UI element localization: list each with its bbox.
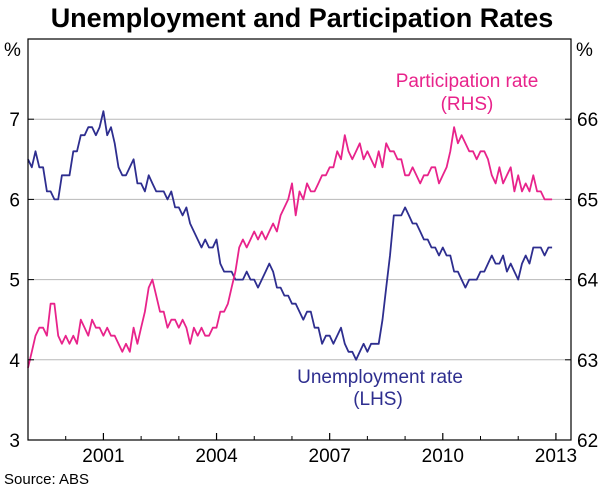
x-tick-label: 2004 [195,446,238,467]
right-axis-unit: % [576,40,593,61]
x-tick-label: 2013 [535,446,577,467]
x-tick-label: 2010 [422,446,464,467]
x-tick-label: 2001 [82,446,124,467]
plot-frame [27,38,572,441]
right-tick-label: 63 [577,351,598,372]
axis-ticks: 3 4 5 6 7 62 63 64 65 66 2001 2004 2007 2010 2013 [9,38,599,467]
x-tick-label: 2007 [309,446,351,467]
participation-rate-line [27,126,553,369]
unemployment-label: Unemployment rate [297,367,463,388]
series-lines [27,110,553,369]
left-tick-label: 3 [9,431,20,452]
unemployment-axis-note: (LHS) [353,389,403,410]
left-tick-label: 5 [9,271,20,292]
chart-title: Unemployment and Participation Rates [51,3,554,33]
left-tick-label: 7 [9,110,20,131]
right-tick-label: 62 [577,431,598,452]
participation-axis-note: (RHS) [441,94,494,115]
left-axis-unit: % [4,40,21,61]
right-tick-label: 64 [577,271,599,292]
right-tick-label: 66 [577,110,598,131]
participation-label: Participation rate [396,71,539,92]
source-note: Source: ABS [4,471,89,488]
right-tick-label: 65 [577,190,598,211]
grid [28,118,571,361]
left-tick-label: 6 [9,190,20,211]
unemployment-rate-line [27,110,553,361]
left-tick-label: 4 [9,351,20,372]
